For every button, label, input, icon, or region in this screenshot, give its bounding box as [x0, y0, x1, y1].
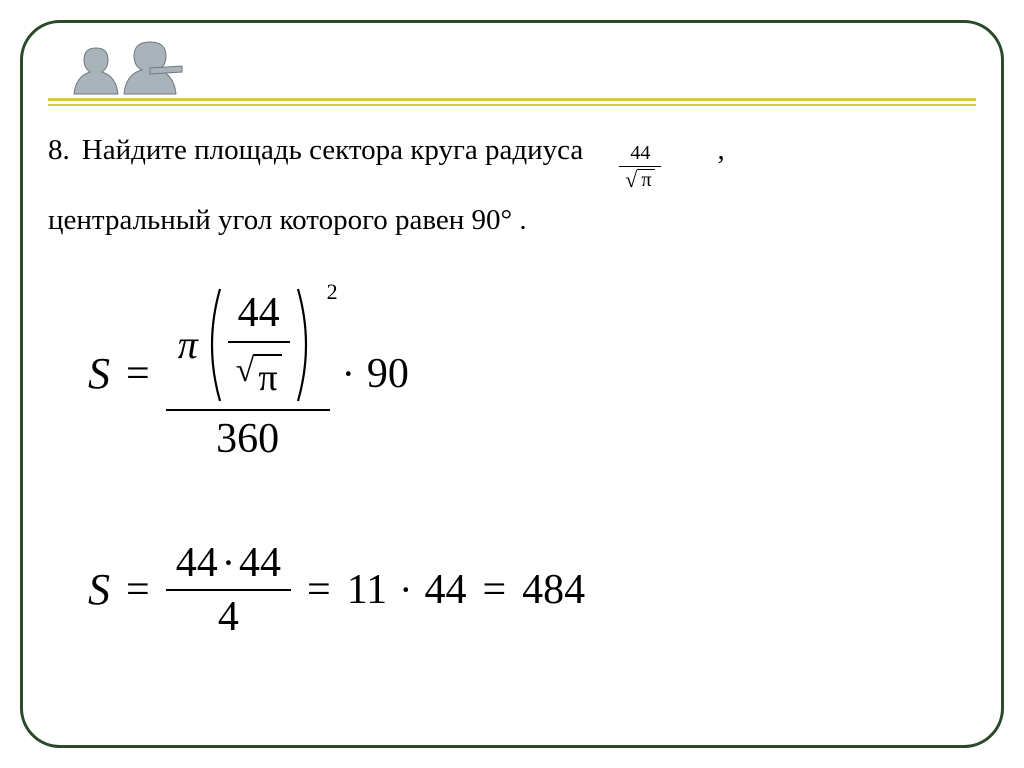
eq2-num-b: 44 [239, 540, 281, 586]
eq1-numerator: π 44 √ π [178, 285, 318, 405]
radicand-pi: π [637, 169, 655, 191]
content-area: 8. Найдите площадь сектора круга радиуса… [48, 130, 976, 643]
eq2-equals-3: = [482, 566, 506, 614]
eq2-frac-dot: · [222, 540, 235, 585]
eq1-pi: π [178, 321, 198, 368]
eq1-trailing: 90 [367, 350, 409, 398]
eq1-inner-num: 44 [228, 289, 290, 343]
eq2-result: 484 [522, 566, 585, 614]
eq2-frac-num: 44·44 [166, 537, 291, 589]
eq1-radicand: π [254, 354, 281, 400]
eq2-equals-2: = [307, 566, 331, 614]
eq2-frac-den: 4 [208, 591, 249, 643]
eq2-equals-1: = [126, 566, 150, 614]
radius-fraction: 44 √ π [619, 143, 661, 192]
eq1-fraction: π 44 √ π [166, 281, 330, 467]
eq1-exponent: 2 [327, 279, 338, 305]
eq2-dot: · [399, 566, 412, 613]
problem-text-2: центральный угол которого равен 90° . [48, 200, 976, 241]
eq1-lhs: S [88, 348, 110, 399]
eq1-dot: · [342, 350, 355, 397]
eq2-fraction: 44·44 4 [166, 537, 291, 643]
header-silhouette-icon [54, 24, 194, 104]
right-paren-icon [292, 285, 318, 405]
eq1-inner-den: √ π [226, 343, 292, 400]
eq2-mid-b: 44 [424, 566, 466, 614]
eq2-mid-a: 11 [347, 566, 387, 614]
eq1-surd: √ [236, 354, 255, 388]
header-divider [48, 98, 976, 106]
eq2-lhs: S [88, 564, 110, 615]
equation-2: S = 44·44 4 = 11 · 44 = 484 [88, 537, 976, 643]
slide: 8. Найдите площадь сектора круга радиуса… [0, 0, 1024, 768]
eq1-denominator: 360 [204, 411, 291, 467]
surd-symbol: √ [625, 169, 637, 191]
problem-number: 8. [48, 130, 70, 171]
equation-1: S = π 44 [48, 281, 976, 467]
eq1-inner-fraction: 44 √ π [226, 289, 292, 400]
eq1-equals: = [126, 350, 150, 398]
problem-text-1: Найдите площадь сектора круга радиуса [82, 130, 584, 171]
left-paren-icon [200, 285, 226, 405]
trailing-comma: , [717, 130, 724, 171]
problem-statement: 8. Найдите площадь сектора круга радиуса… [48, 130, 976, 241]
frac-numerator: 44 [619, 143, 661, 167]
frac-denominator: √ π [619, 167, 661, 192]
eq2-num-a: 44 [176, 540, 218, 586]
